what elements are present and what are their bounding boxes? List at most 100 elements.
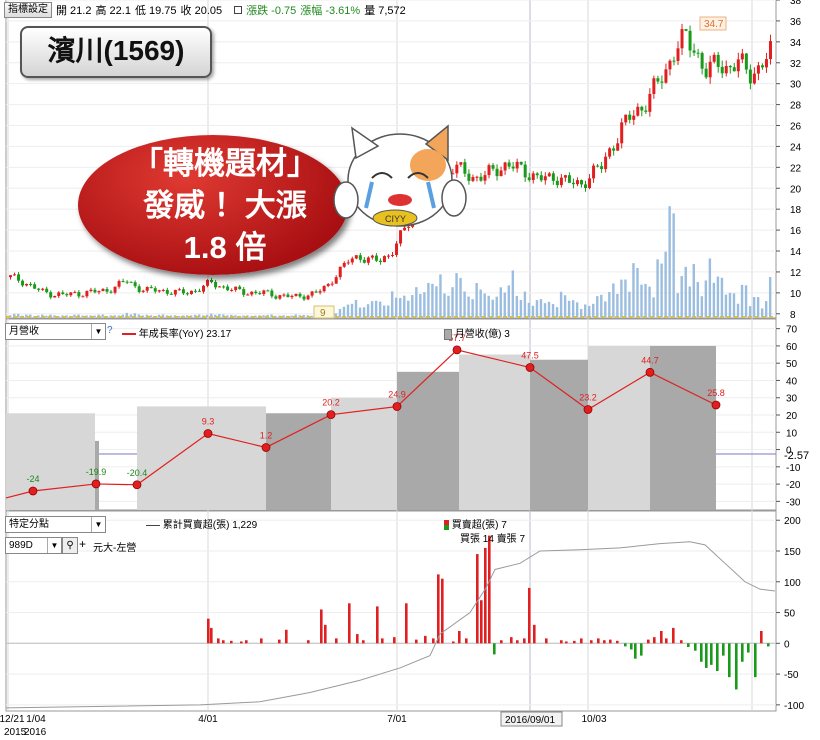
candle-body — [764, 59, 768, 68]
candle-body — [511, 166, 515, 169]
volume-bar — [732, 293, 736, 317]
volume-bar — [475, 282, 478, 317]
volume-bar — [258, 315, 261, 317]
volume-bar — [740, 284, 744, 317]
x-tick-label: 12/21 — [0, 714, 25, 725]
yoy-tick-label: -10 — [786, 463, 801, 474]
candle-body — [756, 65, 760, 74]
volume-bar — [467, 296, 470, 317]
volume-bar — [358, 307, 362, 317]
net-bar — [603, 640, 606, 644]
price-tick-label: 28 — [790, 101, 802, 112]
volume-bar — [584, 304, 587, 317]
chevron-down-icon[interactable]: ▼ — [91, 517, 105, 532]
revenue-bar — [137, 406, 266, 510]
volume-bar — [471, 299, 474, 317]
volume-bar — [447, 295, 450, 317]
net-bar — [480, 600, 483, 644]
candle-body — [177, 289, 181, 291]
candle-body — [744, 53, 748, 70]
candle-body — [370, 255, 374, 258]
volume-bar — [73, 314, 76, 317]
candle-body — [350, 258, 354, 263]
volume-bar — [165, 315, 169, 317]
volume-bar — [101, 314, 104, 317]
candle-body — [290, 295, 294, 298]
candle-body — [354, 255, 358, 259]
candle-body — [141, 290, 145, 292]
volume-bar — [656, 259, 659, 317]
revenue-indicator-select[interactable]: 月營收 ▼ — [5, 323, 106, 340]
volume-bar — [246, 315, 249, 317]
callout-text: 「轉機題材」 發威 ！大漲 1.8 倍 — [110, 143, 340, 269]
volume-bar — [443, 293, 446, 317]
volume-bar — [262, 315, 265, 317]
broker-name: 元大-左營 — [93, 543, 137, 554]
candle-body — [342, 262, 346, 267]
yoy-point — [452, 345, 462, 355]
candle-body — [584, 184, 588, 189]
chevron-down-icon[interactable]: ▼ — [91, 324, 105, 339]
broker-code-select[interactable]: 989D ▼ — [5, 537, 62, 554]
net-bar — [488, 535, 491, 644]
net-bar — [580, 638, 583, 644]
volume-bar — [571, 300, 575, 317]
volume-bar — [539, 299, 543, 317]
volume-bar — [334, 313, 338, 317]
x-tick-label: 4/01 — [198, 714, 218, 725]
candle-body — [105, 289, 109, 292]
help-icon[interactable]: ? — [107, 325, 113, 336]
yoy-tick-label: 40 — [786, 376, 798, 387]
volume-bar — [588, 305, 591, 317]
volume-bar — [9, 315, 12, 317]
candle-body — [53, 295, 57, 298]
volume-bar — [282, 315, 285, 317]
candle-body — [226, 286, 230, 291]
price-tick-label: 16 — [790, 226, 802, 237]
candle-body — [752, 73, 756, 84]
yoy-data-label: 25.8 — [707, 388, 725, 398]
current-value-label: -2.57 — [784, 450, 809, 462]
volume-bar — [608, 292, 611, 317]
candle-body — [704, 68, 708, 78]
price-tick-label: 30 — [790, 80, 802, 91]
candle-body — [724, 65, 728, 74]
volume-bar — [431, 283, 434, 317]
candle-body — [85, 291, 89, 297]
candle-body — [197, 290, 201, 292]
candle-body — [447, 173, 451, 175]
candle-body — [439, 181, 443, 187]
broker-filter-select[interactable]: 特定分點 ▼ — [5, 516, 106, 533]
candle-body — [326, 284, 330, 286]
net-bar — [741, 643, 744, 662]
add-icon[interactable]: + — [79, 537, 87, 551]
candle-body — [523, 164, 527, 178]
indicator-settings-button[interactable]: 指標設定 — [4, 2, 52, 18]
candle-body — [455, 164, 459, 174]
volume-bar — [354, 299, 358, 317]
candle-body — [391, 254, 394, 256]
candle-body — [712, 54, 716, 62]
net-bar — [217, 638, 220, 644]
volume-bar — [29, 314, 32, 317]
volume-bar — [270, 314, 273, 317]
candle-body — [250, 291, 254, 295]
net-bar — [653, 637, 656, 644]
candle-body — [65, 294, 69, 296]
candle-body — [17, 274, 21, 281]
volume-bar — [720, 277, 724, 317]
candle-body — [395, 243, 399, 255]
volume-bar — [77, 314, 80, 317]
search-icon[interactable]: ⚲ — [62, 537, 78, 554]
chevron-down-icon[interactable]: ▼ — [47, 538, 61, 553]
candle-body — [358, 255, 362, 260]
volume-bar — [640, 284, 643, 317]
candle-body — [495, 168, 499, 177]
volume-bar — [234, 315, 237, 317]
volume-bar — [109, 315, 112, 317]
candle-body — [57, 292, 61, 296]
candle-body — [451, 173, 455, 175]
volume-bar — [479, 289, 482, 317]
candle-body — [708, 61, 712, 78]
candle-body — [129, 281, 133, 283]
